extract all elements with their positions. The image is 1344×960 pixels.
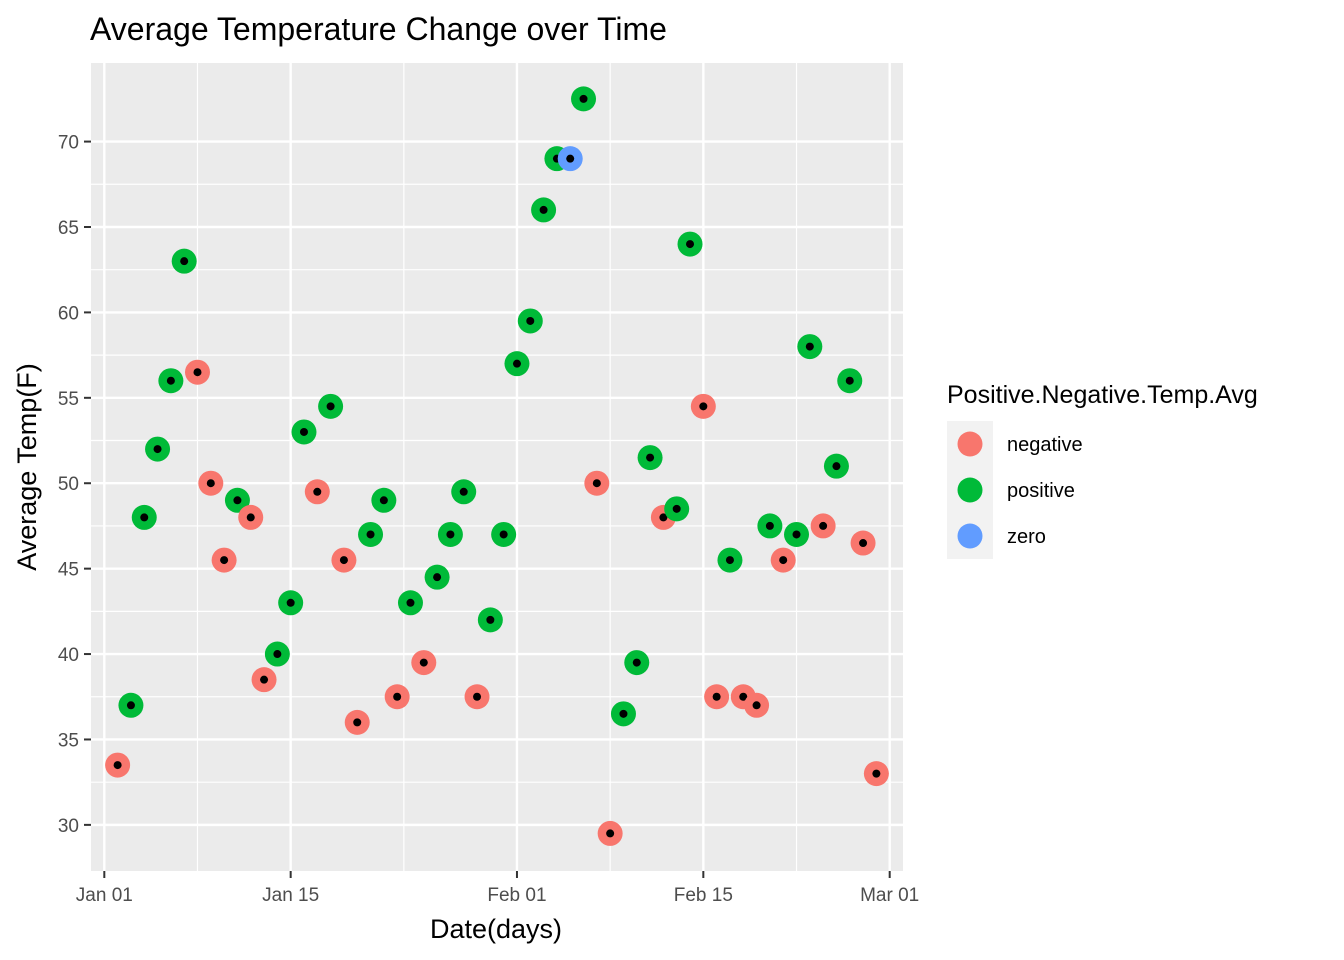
data-point-center bbox=[606, 829, 615, 838]
data-point-center bbox=[699, 402, 708, 411]
data-point-center bbox=[646, 453, 655, 462]
data-point-center bbox=[499, 530, 508, 539]
legend-key-zero bbox=[957, 523, 983, 549]
x-tick-label: Mar 01 bbox=[860, 885, 919, 906]
data-point-center bbox=[406, 598, 415, 607]
data-point-center bbox=[326, 402, 335, 411]
data-point-center bbox=[419, 658, 428, 667]
data-point-center bbox=[366, 530, 375, 539]
data-point-center bbox=[153, 445, 162, 454]
legend-items: negative positive zero bbox=[957, 431, 1083, 549]
data-point-center bbox=[286, 598, 295, 607]
legend-key-negative bbox=[957, 431, 983, 457]
y-tick-label: 45 bbox=[58, 560, 79, 581]
data-point-center bbox=[140, 513, 149, 522]
data-point-center bbox=[712, 692, 721, 701]
data-point-center bbox=[486, 615, 495, 624]
data-point-center bbox=[739, 692, 748, 701]
x-tick-label: Jan 15 bbox=[262, 885, 319, 906]
data-point-center bbox=[233, 496, 242, 505]
data-point-center bbox=[792, 530, 801, 539]
y-tick-label: 55 bbox=[58, 389, 79, 410]
data-point-center bbox=[246, 513, 255, 522]
y-tick-label: 70 bbox=[58, 133, 79, 154]
data-point-center bbox=[126, 701, 135, 710]
data-point-center bbox=[832, 462, 841, 471]
legend-key-positive bbox=[957, 477, 983, 503]
y-tick-label: 35 bbox=[58, 730, 79, 751]
legend-label: zero bbox=[1007, 526, 1046, 548]
data-point-center bbox=[166, 376, 175, 385]
y-tick-label: 50 bbox=[58, 474, 79, 495]
data-point-center bbox=[313, 487, 322, 496]
data-point-center bbox=[473, 692, 482, 701]
data-point-center bbox=[592, 479, 601, 488]
data-point-center bbox=[859, 539, 868, 548]
data-point-center bbox=[619, 709, 628, 718]
legend-label: positive bbox=[1007, 480, 1075, 502]
data-point-center bbox=[379, 496, 388, 505]
legend-title: Positive.Negative.Temp.Avg bbox=[947, 381, 1258, 409]
data-point-center bbox=[220, 556, 229, 565]
data-point-center bbox=[672, 504, 681, 513]
data-point-center bbox=[632, 658, 641, 667]
data-point-center bbox=[765, 521, 774, 530]
data-point-center bbox=[193, 368, 202, 377]
data-point-center bbox=[299, 427, 308, 436]
data-point-center bbox=[805, 342, 814, 351]
data-point-center bbox=[819, 521, 828, 530]
y-axis: 30 35 40 45 50 55 60 65 70 bbox=[58, 133, 91, 837]
legend: Positive.Negative.Temp.Avg negative posit… bbox=[947, 381, 1258, 559]
data-point-center bbox=[180, 257, 189, 266]
data-point-center bbox=[872, 769, 881, 778]
data-point-center bbox=[273, 650, 282, 659]
x-axis: Jan 01 Jan 15 Feb 01 Feb 15 Mar 01 bbox=[76, 871, 919, 906]
data-point-center bbox=[752, 701, 761, 710]
data-point-center bbox=[113, 761, 122, 770]
y-tick-label: 30 bbox=[58, 816, 79, 837]
data-point-center bbox=[725, 556, 734, 565]
data-point-center bbox=[393, 692, 402, 701]
data-points bbox=[105, 86, 889, 846]
x-tick-label: Feb 01 bbox=[487, 885, 546, 906]
data-point-center bbox=[339, 556, 348, 565]
data-point-center bbox=[845, 376, 854, 385]
data-point-center bbox=[353, 718, 362, 727]
data-point-center bbox=[659, 513, 668, 522]
y-tick-label: 65 bbox=[58, 218, 79, 239]
chart-title: Average Temperature Change over Time bbox=[90, 11, 667, 47]
data-point-center bbox=[539, 205, 548, 214]
data-point-center bbox=[459, 487, 468, 496]
data-point-center bbox=[260, 675, 269, 684]
y-tick-label: 40 bbox=[58, 645, 79, 666]
data-point-center bbox=[526, 316, 535, 325]
data-point-center bbox=[686, 240, 695, 249]
legend-label: negative bbox=[1007, 434, 1083, 456]
data-point-center bbox=[579, 94, 588, 103]
data-point-center bbox=[206, 479, 215, 488]
data-point-center bbox=[779, 556, 788, 565]
y-axis-title: Average Temp(F) bbox=[12, 363, 42, 571]
plot-panel bbox=[91, 63, 903, 871]
x-tick-label: Jan 01 bbox=[76, 885, 133, 906]
x-axis-title: Date(days) bbox=[430, 914, 562, 944]
x-tick-label: Feb 15 bbox=[674, 885, 733, 906]
data-point-center bbox=[566, 154, 575, 163]
data-point-center bbox=[512, 359, 521, 368]
data-point-center bbox=[446, 530, 455, 539]
y-tick-label: 60 bbox=[58, 303, 79, 324]
data-point-center bbox=[433, 573, 442, 582]
